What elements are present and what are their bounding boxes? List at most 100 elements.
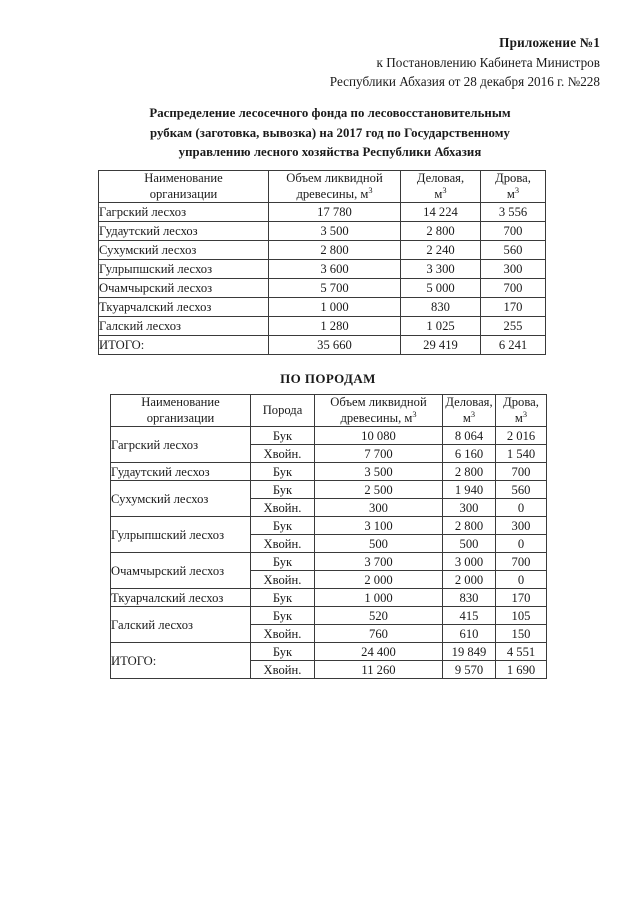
cell-species: Хвойн. (250, 624, 315, 643)
cell-volume: 17 780 (268, 202, 401, 222)
header-firewood: Дрова, м3 (495, 394, 547, 427)
cell-firewood: 255 (480, 316, 546, 336)
cell-organization: Ткуарчалский лесхоз (110, 588, 251, 607)
cell-species: Бук (250, 606, 315, 625)
cell-organization: Очамчырский лесхоз (110, 552, 251, 589)
cell-volume: 3 100 (314, 516, 443, 535)
table-row: Гагрский лесхоз 17 780 14 224 3 556 (98, 202, 546, 222)
cell-firewood: 700 (495, 552, 547, 571)
cell-species: Хвойн. (250, 660, 315, 679)
cell-total-business-timber: 29 419 (400, 335, 481, 355)
table-row: Галский лесхоз Бук 520 415 105 (110, 606, 547, 643)
table-total-row: ИТОГО: Бук 24 400 19 849 4 551 (110, 642, 547, 679)
cell-organization: Гагрский лесхоз (98, 202, 269, 222)
species-table-body: Гагрский лесхоз Бук 10 080 8 064 2 016 Хвойн.… (110, 426, 547, 679)
cell-volume: 1 000 (268, 297, 401, 317)
page-title-line3: управлению лесного хозяйства Республики … (178, 145, 482, 159)
cell-firewood: 700 (495, 462, 547, 481)
cell-organization: Гудаутский лесхоз (110, 462, 251, 481)
page-edge-artifact (578, 600, 583, 614)
cell-volume: 2 000 (314, 570, 443, 589)
cell-business-timber: 415 (442, 606, 496, 625)
cell-firewood: 1 540 (495, 444, 547, 463)
table-total-row: ИТОГО: 35 660 29 419 6 241 (98, 335, 546, 355)
cell-business-timber: 1 940 (442, 480, 496, 499)
cell-firewood: 150 (495, 624, 547, 643)
table-row: Очамчырский лесхоз 5 700 5 000 700 (98, 278, 546, 298)
cell-volume: 500 (314, 534, 443, 553)
cell-species: Бук (250, 552, 315, 571)
header-business-timber: Деловая, м3 (442, 394, 496, 427)
table-row: Хвойн. 760 610 150 (111, 624, 547, 643)
cell-business-timber: 2 800 (400, 221, 481, 241)
table-header-row: Наименование организации Объем ликвидной… (98, 170, 546, 203)
cell-species: Хвойн. (250, 534, 315, 553)
table-row: Ткуарчалский лесхоз Бук 1 000 830 170 (110, 588, 547, 607)
cell-firewood: 300 (480, 259, 546, 279)
cell-firewood: 3 556 (480, 202, 546, 222)
cell-total-volume: 35 660 (268, 335, 401, 355)
cell-species: Бук (250, 588, 315, 607)
header-volume: Объем ликвидной древесины, м3 (314, 394, 443, 427)
cell-firewood: 700 (480, 278, 546, 298)
table-row: Гагрский лесхоз Бук 10 080 8 064 2 016 (110, 426, 547, 463)
cell-firewood: 2 016 (495, 426, 547, 445)
header-volume: Объем ликвидной древесины, м3 (268, 170, 401, 203)
cubic-meter-superscript: 3 (514, 185, 520, 195)
table-row: Очамчырский лесхоз Бук 3 700 3 000 700 (110, 552, 547, 589)
species-table-head: Наименование организации Порода Объем ли… (110, 394, 547, 427)
table-total-row: Хвойн. 11 260 9 570 1 690 (111, 660, 547, 679)
cubic-meter-superscript: 3 (412, 409, 417, 419)
page-title-line1: Распределение лесосечного фонда по лесов… (149, 106, 511, 120)
cell-total-firewood: 6 241 (480, 335, 546, 355)
cell-organization: Галский лесхоз (110, 606, 251, 643)
cell-organization: Сухумский лесхоз (98, 240, 269, 260)
cell-business-timber: 2 240 (400, 240, 481, 260)
table-row: Гудаутский лесхоз Бук 3 500 2 800 700 (110, 462, 547, 481)
cell-business-timber: 9 570 (442, 660, 496, 679)
cell-business-timber: 2 800 (442, 516, 496, 535)
cell-volume: 2 800 (268, 240, 401, 260)
cell-firewood: 4 551 (495, 642, 547, 661)
decree-reference-line2: Республики Абхазия от 28 декабря 2016 г.… (329, 74, 600, 89)
cell-volume: 760 (314, 624, 443, 643)
table-header-row: Наименование организации Порода Объем ли… (110, 394, 547, 427)
cell-volume: 300 (314, 498, 443, 517)
cell-firewood: 700 (480, 221, 546, 241)
table-row: Гулрыпшский лесхоз 3 600 3 300 300 (98, 259, 546, 279)
cell-volume: 11 260 (314, 660, 443, 679)
cell-volume: 3 500 (268, 221, 401, 241)
species-table-container: Наименование организации Порода Объем ли… (110, 394, 547, 679)
cell-organization: Гудаутский лесхоз (98, 221, 269, 241)
cell-organization: Гагрский лесхоз (110, 426, 251, 463)
cell-business-timber: 830 (442, 588, 496, 607)
cell-volume: 10 080 (314, 426, 443, 445)
cell-species: Бук (250, 480, 315, 499)
cell-business-timber: 14 224 (400, 202, 481, 222)
cell-species: Бук (250, 426, 315, 445)
header-organization: Наименование организации (98, 170, 269, 203)
cell-volume: 520 (314, 606, 443, 625)
cell-volume: 24 400 (314, 642, 443, 661)
cell-organization: Сухумский лесхоз (110, 480, 251, 517)
summary-table: Наименование организации Объем ликвидной… (98, 170, 546, 355)
table-row: Сухумский лесхоз 2 800 2 240 560 (98, 240, 546, 260)
cell-volume: 2 500 (314, 480, 443, 499)
table-row: Хвойн. 500 500 0 (111, 534, 547, 553)
cell-firewood: 170 (495, 588, 547, 607)
cell-organization: Ткуарчалский лесхоз (98, 297, 269, 317)
cell-total-label: ИТОГО: (98, 335, 269, 355)
cell-volume: 3 500 (314, 462, 443, 481)
cell-volume: 1 000 (314, 588, 443, 607)
cell-business-timber: 2 000 (442, 570, 496, 589)
cell-firewood: 0 (495, 570, 547, 589)
cell-species: Бук (250, 462, 315, 481)
cell-organization: Очамчырский лесхоз (98, 278, 269, 298)
cell-organization: Гулрыпшский лесхоз (110, 516, 251, 553)
cell-firewood: 300 (495, 516, 547, 535)
decree-reference-line1: к Постановлению Кабинета Министров (376, 54, 601, 70)
summary-table-body: Гагрский лесхоз 17 780 14 224 3 556 Гудаутск… (98, 202, 546, 355)
page-title-line2: рубкам (заготовка, вывозка) на 2017 год … (150, 125, 510, 140)
cell-organization: Галский лесхоз (98, 316, 269, 336)
